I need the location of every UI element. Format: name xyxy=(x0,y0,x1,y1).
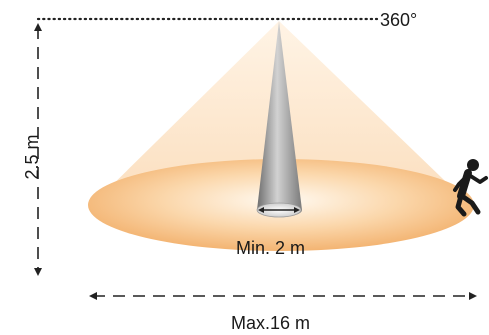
min-range-label: Min. 2 m xyxy=(236,238,306,258)
walking-person-icon xyxy=(453,159,488,217)
coverage-angle-label: 360° xyxy=(380,10,418,30)
min-range-beam xyxy=(257,21,302,218)
max-range-label: Max.16 m xyxy=(231,313,311,333)
mounting-height-label: 2.5 m xyxy=(22,134,42,180)
